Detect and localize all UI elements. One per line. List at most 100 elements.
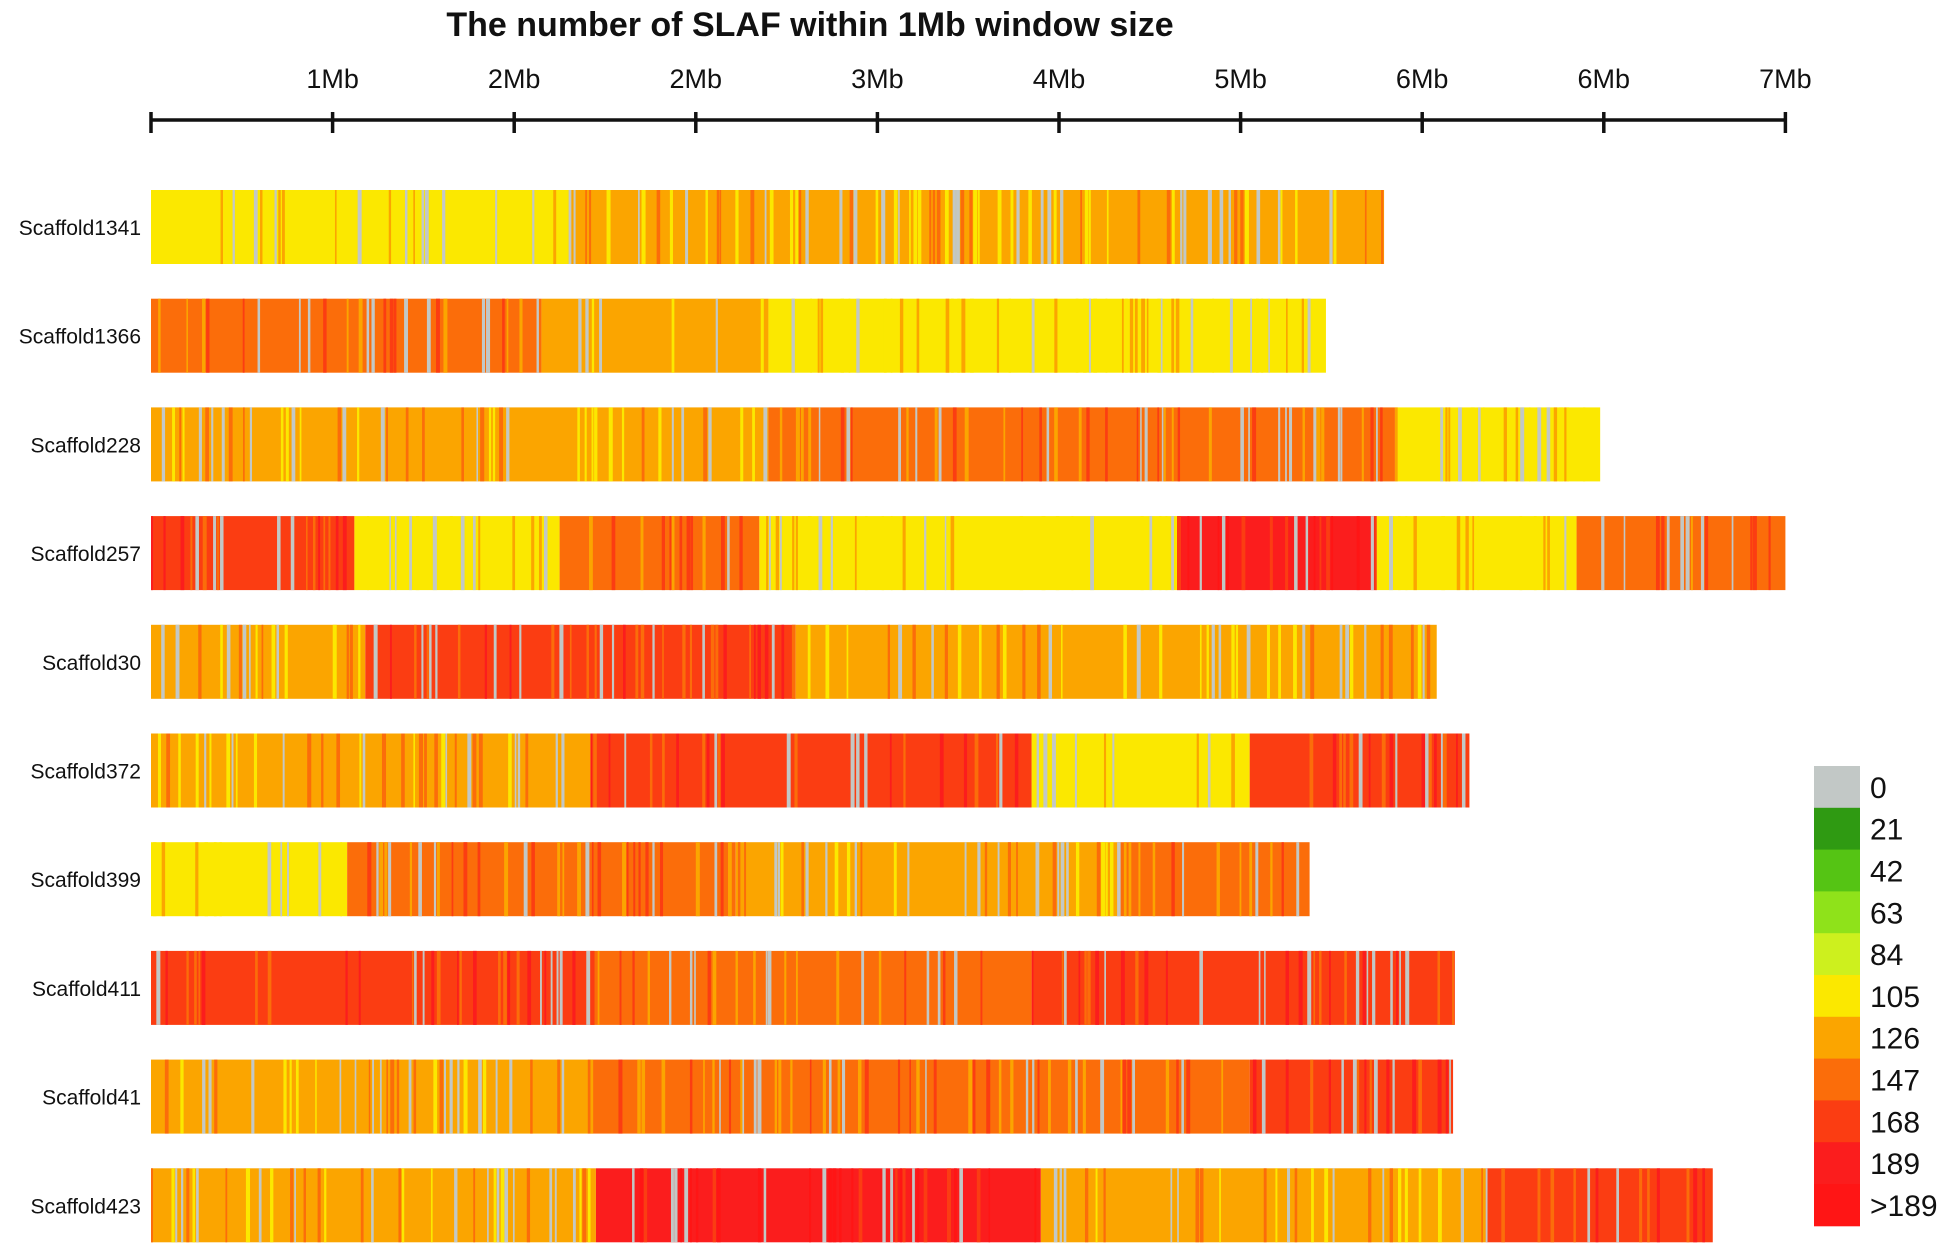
density-stripe [1443,733,1447,808]
density-stripe [599,298,603,373]
legend-label: 126 [1870,1023,1920,1056]
density-stripe [702,624,705,699]
density-stripe [640,516,644,591]
density-stripe [752,407,755,482]
density-stripe [703,1059,705,1134]
density-stripe [1053,190,1057,264]
density-stripe [1332,733,1337,808]
density-stripe [1356,1059,1360,1134]
density-stripe [1396,950,1398,1025]
density-stripe [1084,190,1089,264]
density-stripe [913,190,918,264]
density-stripe [209,733,212,808]
density-stripe [708,407,712,482]
density-stripe [195,733,199,808]
density-stripe [472,733,477,808]
density-stripe [1333,190,1337,264]
density-stripe [937,950,941,1025]
density-stripe [1141,298,1146,373]
density-stripe [1031,733,1036,808]
density-stripe [669,516,672,591]
density-stripe [757,1059,762,1134]
density-stripe [1008,298,1012,373]
density-stripe [801,407,804,482]
density-segment [347,842,736,917]
density-stripe [1398,516,1401,591]
density-stripe [404,298,409,373]
density-stripe [702,733,706,808]
density-stripe [1470,407,1475,482]
density-stripe [190,516,193,591]
density-stripe [956,516,961,591]
density-stripe [702,516,706,591]
density-stripe [1339,733,1343,808]
density-stripe [1086,407,1090,482]
density-stripe [640,624,645,699]
density-segment [151,624,366,699]
density-stripe [1313,516,1316,591]
density-stripe [632,950,635,1025]
density-stripe [1106,733,1111,808]
density-stripe [431,950,435,1025]
density-stripe [1324,1168,1329,1243]
density-stripe [486,298,491,373]
density-stripe [959,1168,963,1243]
scaffold-row-scaffold228: Scaffold228 [30,407,1601,482]
density-stripe [1103,1168,1106,1243]
density-stripe [1059,1168,1062,1243]
density-stripe [414,950,417,1025]
density-stripe [473,1168,476,1243]
density-stripe [509,1059,513,1134]
density-stripe [997,842,1000,917]
density-stripe [1445,407,1448,482]
density-stripe [1010,190,1014,264]
density-stripe [531,842,535,917]
density-stripe [449,516,453,591]
x-tick-label: 1Mb [306,64,359,94]
density-stripe [393,298,397,373]
density-stripe [220,516,224,591]
density-stripe [342,516,347,591]
density-stripe [211,407,214,482]
density-stripe [478,1059,482,1134]
density-stripe [689,1059,693,1134]
density-stripe [1285,407,1287,482]
density-stripe [1564,407,1567,482]
density-stripe [1392,1059,1395,1134]
density-stripe [253,190,258,264]
density-stripe [424,733,427,808]
density-stripe [924,516,927,591]
density-stripe [1331,516,1334,591]
density-stripe [290,1168,294,1243]
density-stripe [1138,842,1141,917]
x-tick-label: 6Mb [1396,64,1449,94]
density-stripe [878,950,882,1025]
density-stripe [457,1059,460,1134]
density-stripe [1123,624,1127,699]
density-stripe [242,624,247,699]
density-stripe [714,733,718,808]
density-stripe [695,1168,699,1243]
density-stripe [307,298,311,373]
density-stripe [180,1059,184,1134]
density-stripe [422,407,425,482]
density-stripe [652,624,655,699]
density-stripe [1287,1168,1291,1243]
density-stripe [401,733,405,808]
density-segment [541,298,769,373]
density-stripe [777,842,780,917]
density-stripe [186,298,188,373]
density-stripe [864,733,868,808]
density-stripe [1395,733,1398,808]
density-stripe [280,842,283,917]
density-stripe [805,190,809,264]
density-stripe [1702,1168,1706,1243]
density-stripe [1144,407,1148,482]
density-stripe [753,950,756,1025]
density-stripe [856,298,860,373]
density-stripe [1095,950,1100,1025]
density-stripe [936,190,941,264]
density-stripe [389,516,391,591]
density-stripe [1165,950,1168,1025]
density-stripe [1440,407,1444,482]
